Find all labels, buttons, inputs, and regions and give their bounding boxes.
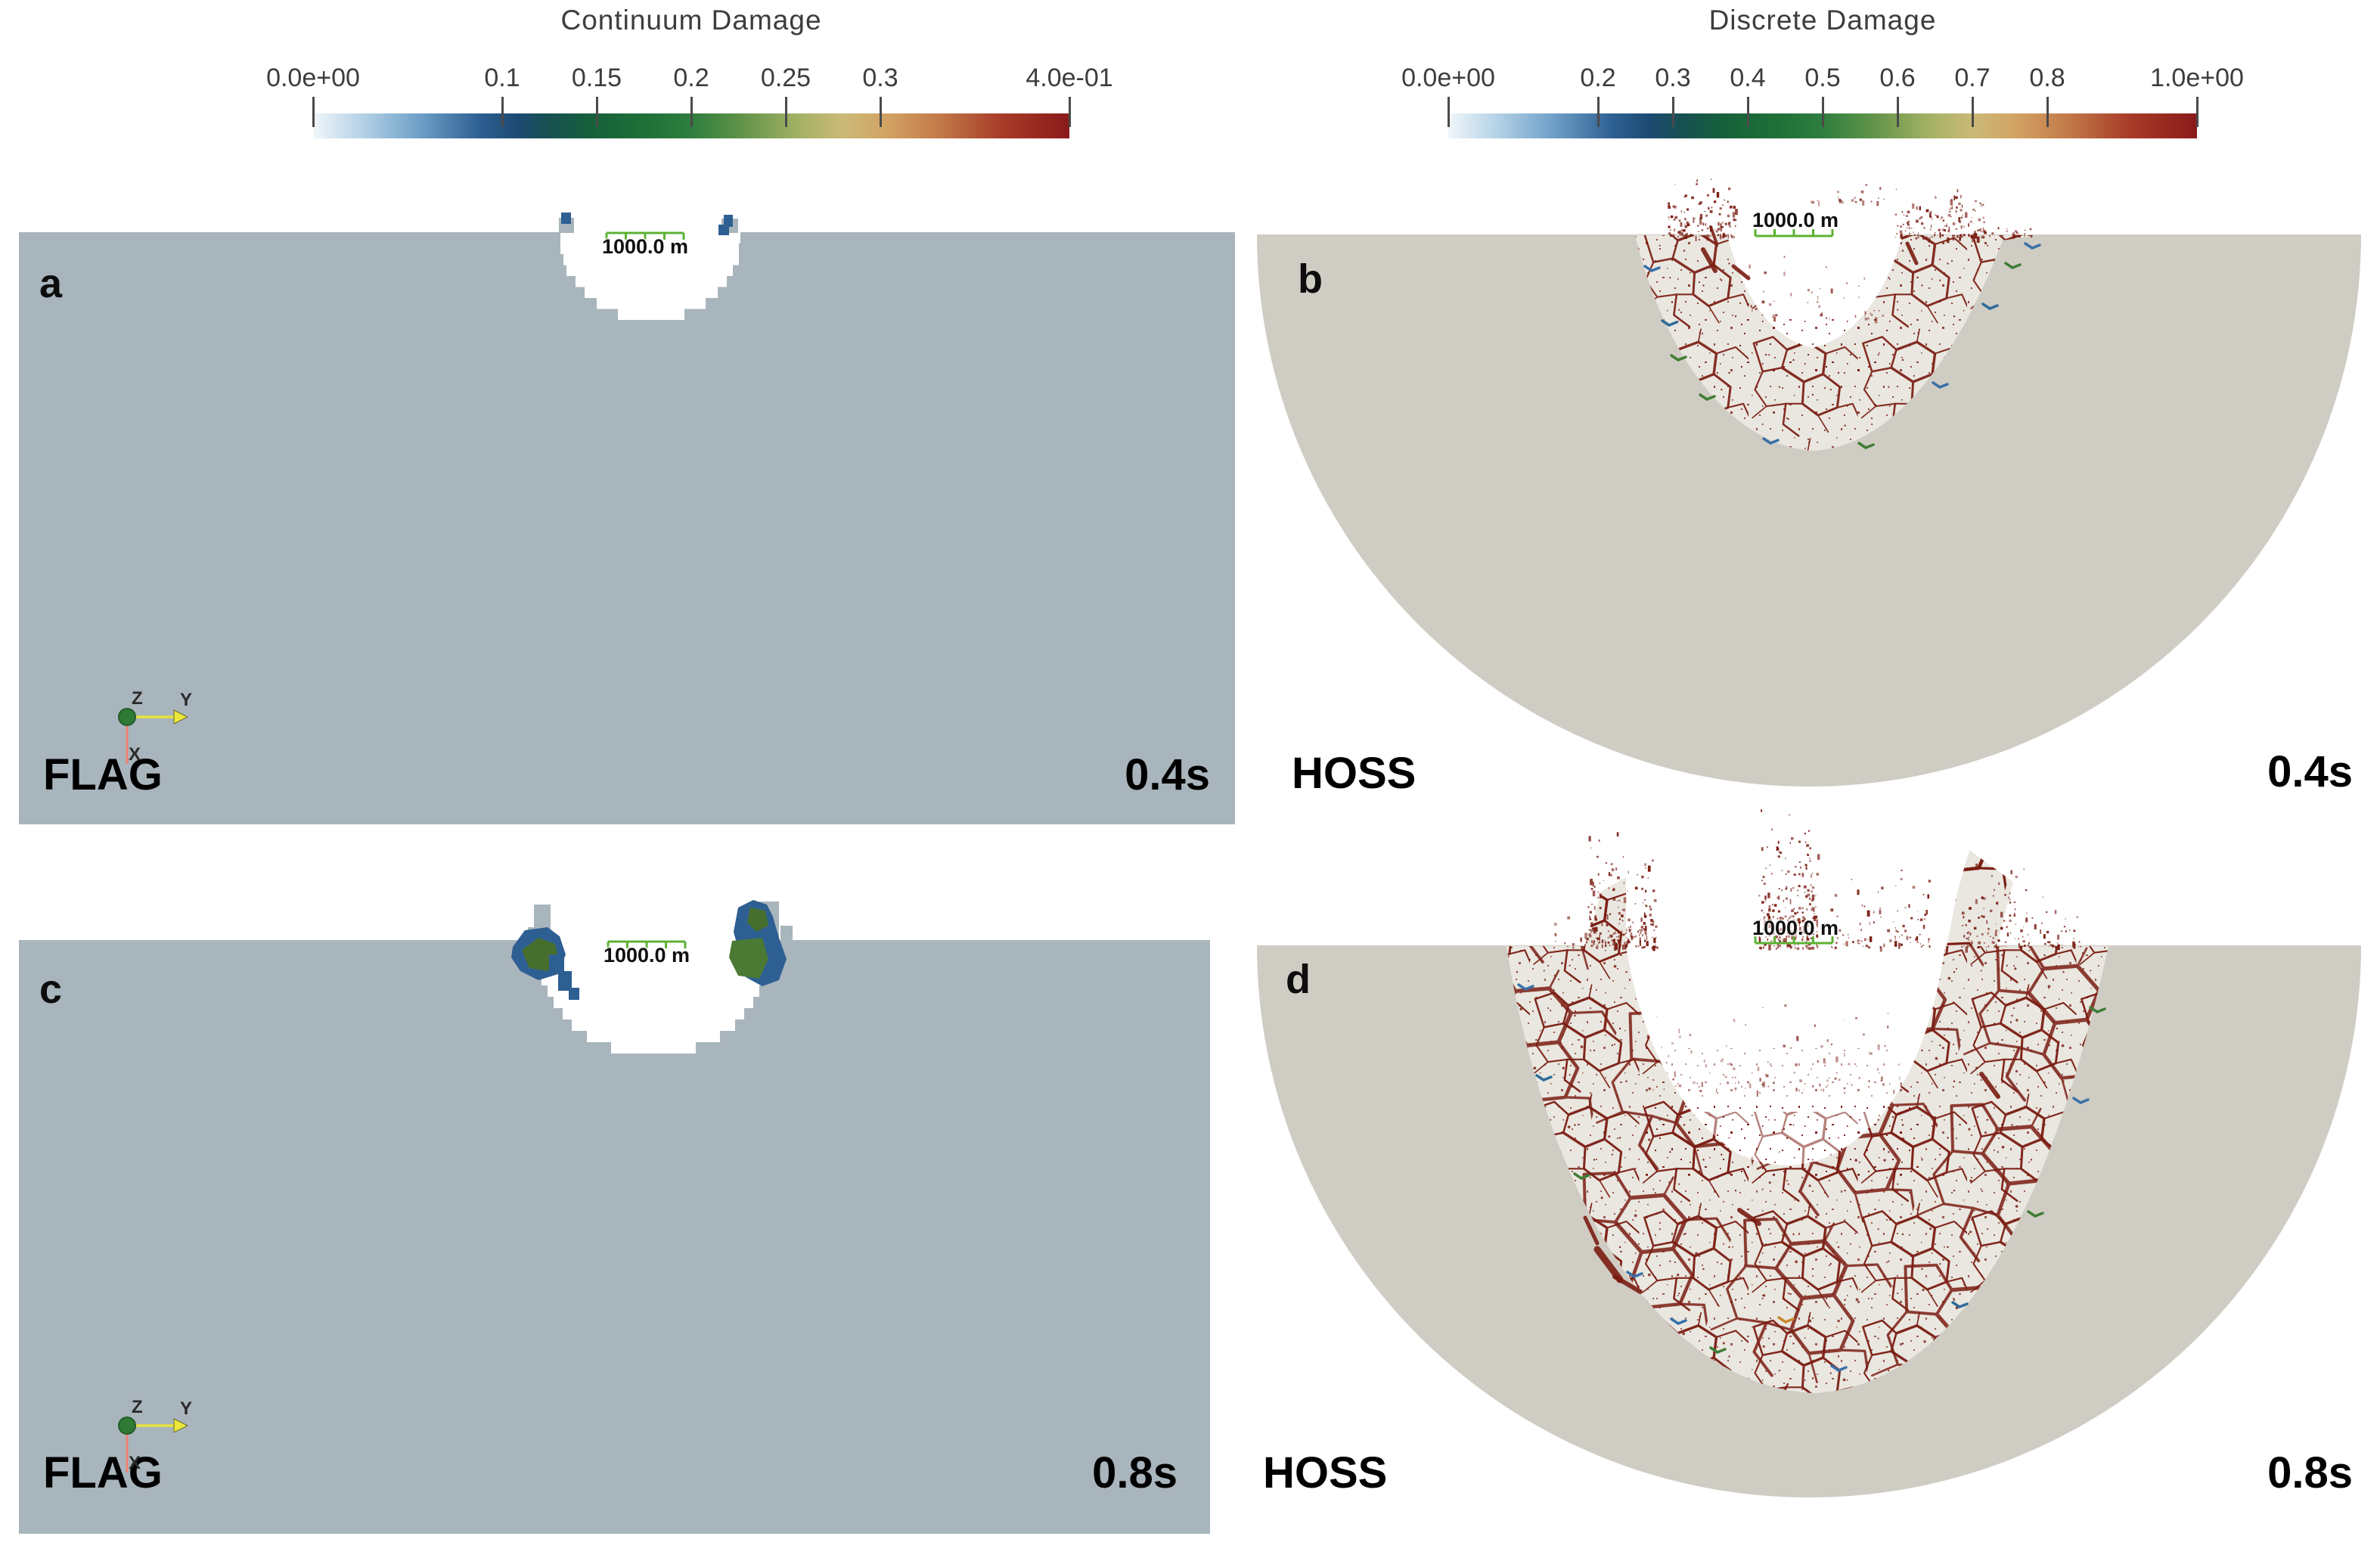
panel-b-time-label: 0.4s: [2267, 747, 2353, 796]
discrete-colorbar-tick-mark: [1596, 97, 1600, 127]
panel-a-material: [19, 232, 1235, 824]
panel-a-code-label: FLAG: [43, 750, 163, 799]
discrete-colorbar-tick-label: 0.0e+00: [1401, 64, 1495, 92]
panel-d-letter: d: [1286, 957, 1311, 1002]
continuum-colorbar-tick-mark: [501, 97, 504, 127]
panel-d-time-label: 0.8s: [2267, 1448, 2353, 1497]
continuum-colorbar-tick-mark: [1068, 97, 1071, 127]
continuum-colorbar-tick-mark: [595, 97, 598, 127]
triad-c-z-label: Z: [132, 1397, 143, 1417]
discrete-colorbar-tick-mark: [2046, 97, 2049, 127]
panel-b-graphics: [1257, 178, 2361, 787]
continuum-colorbar-tick-label: 0.2: [673, 64, 709, 92]
panel-d-graphics: [1257, 809, 2361, 1497]
continuum-colorbar-tick-mark: [784, 97, 787, 127]
continuum-colorbar-title: Continuum Damage: [560, 5, 822, 36]
discrete-colorbar-title: Discrete Damage: [1708, 5, 1937, 36]
discrete-colorbar-tick-label: 0.8: [2029, 64, 2065, 92]
discrete-colorbar-tick-label: 1.0e+00: [2150, 64, 2244, 92]
panel-b-scalebar-text: 1000.0 m: [1752, 209, 1839, 231]
panel-d-scalebar-text: 1000.0 m: [1752, 917, 1839, 939]
panel-a-crater: [557, 232, 740, 320]
triad-a-z-label: Z: [132, 688, 143, 709]
panel-c-letter: c: [39, 967, 63, 1012]
panel-a-letter: a: [39, 261, 63, 306]
continuum-colorbar-tick-mark: [312, 97, 315, 127]
panel-b-code-label: HOSS: [1292, 749, 1417, 798]
continuum-colorbar-tick-label: 0.1: [484, 64, 520, 92]
panel-a-time-label: 0.4s: [1125, 750, 1210, 799]
panel-b-crater-void: [1727, 186, 1903, 348]
panel-c-crater: [532, 940, 771, 1054]
triad-c-y-label: Y: [180, 1398, 193, 1419]
discrete-colorbar-tick-label: 0.3: [1655, 64, 1691, 92]
panel-c-scalebar-text: 1000.0 m: [603, 944, 690, 967]
triad-a-y-label: Y: [180, 690, 193, 710]
triad-c-x-label: X: [129, 1453, 141, 1473]
continuum-colorbar-tick-label: 0.3: [862, 64, 898, 92]
discrete-colorbar-tick-mark: [2195, 97, 2198, 127]
discrete-colorbar-tick-mark: [1896, 97, 1899, 127]
discrete-colorbar-tick-mark: [1971, 97, 1974, 127]
panel-a-scalebar-text: 1000.0 m: [601, 235, 689, 258]
discrete-colorbar-tick-label: 0.2: [1580, 64, 1616, 92]
continuum-colorbar-tick-label: 0.15: [571, 64, 622, 92]
discrete-colorbar-tick-mark: [1746, 97, 1749, 127]
continuum-colorbar-tick-label: 0.0e+00: [266, 64, 360, 92]
panel-d-code-label: HOSS: [1263, 1448, 1388, 1497]
discrete-colorbar-tick-label: 0.5: [1804, 64, 1841, 92]
discrete-colorbar-tick-mark: [1447, 97, 1450, 127]
continuum-colorbar-tick-mark: [690, 97, 693, 127]
panel-c-code-label: FLAG: [43, 1448, 163, 1497]
panel-b-letter: b: [1298, 256, 1323, 302]
discrete-colorbar-tick-label: 0.4: [1730, 64, 1766, 92]
continuum-colorbar-tick-label: 0.25: [760, 64, 811, 92]
continuum-colorbar-tick-mark: [879, 97, 882, 127]
panel-a-rim-damage: [561, 213, 571, 224]
continuum-colorbar-tick-label: 4.0e-01: [1026, 64, 1113, 92]
discrete-colorbar-tick-mark: [1671, 97, 1674, 127]
panel-a-graphics: [19, 213, 1235, 824]
triad-a-x-label: X: [129, 744, 141, 765]
panel-c-time-label: 0.8s: [1092, 1448, 1178, 1497]
panel-c-graphics: [19, 900, 1210, 1534]
panel-b-halfdisk: [1257, 234, 2361, 787]
discrete-colorbar-tick-label: 0.7: [1954, 64, 1991, 92]
discrete-colorbar-tick-label: 0.6: [1879, 64, 1916, 92]
discrete-colorbar-tick-mark: [1821, 97, 1824, 127]
